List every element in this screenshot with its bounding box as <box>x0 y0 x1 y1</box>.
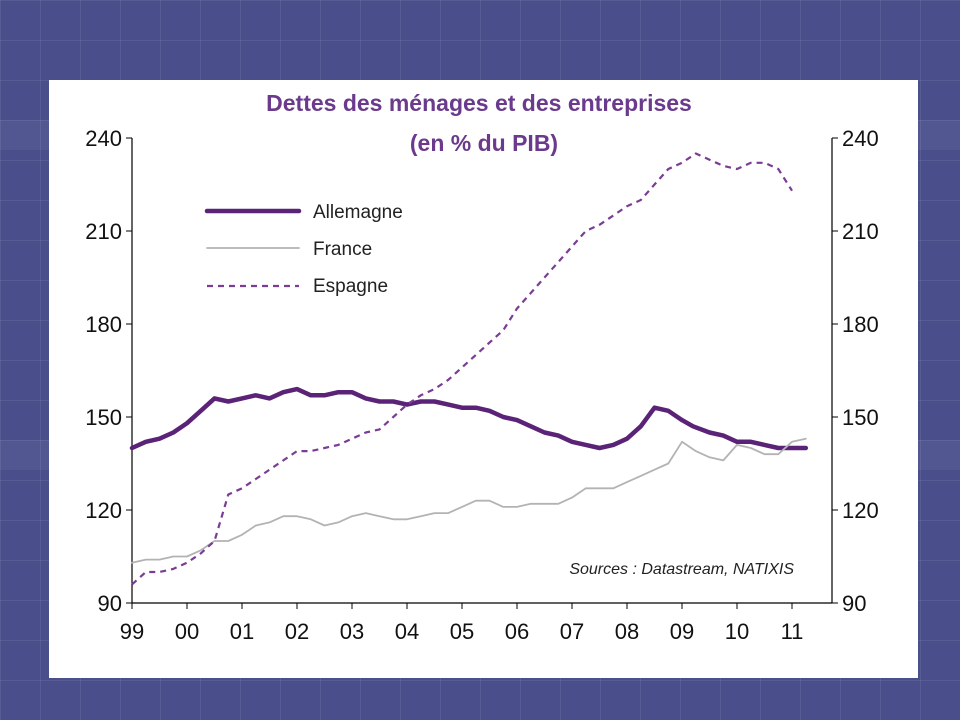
y-tick-label-right: 90 <box>842 591 866 616</box>
y-tick-label-right: 150 <box>842 405 879 430</box>
series-lines <box>129 152 809 586</box>
x-tick-label: 99 <box>120 619 144 644</box>
legend-label-allemagne: Allemagne <box>313 202 403 223</box>
y-tick-label: 90 <box>98 591 122 616</box>
x-tick-label: 06 <box>505 619 529 644</box>
y-tick-label: 120 <box>85 498 122 523</box>
legend-label-france: France <box>313 239 372 260</box>
x-tick-label: 03 <box>340 619 364 644</box>
x-tick-label: 01 <box>230 619 254 644</box>
y-tick-label: 210 <box>85 219 122 244</box>
y-tick-label: 240 <box>85 126 122 151</box>
x-tick-label: 09 <box>670 619 694 644</box>
chart-title: Dettes des ménages et des entreprises <box>266 90 692 116</box>
y-tick-label-right: 180 <box>842 312 879 337</box>
chart-subtitle: (en % du PIB) <box>410 130 558 156</box>
x-tick-label: 07 <box>560 619 584 644</box>
right-y-ticks: 90 120 150 180 210 240 <box>832 126 879 616</box>
legend-label-espagne: Espagne <box>313 276 388 297</box>
series-line-france <box>131 437 807 564</box>
y-tick-label: 150 <box>85 405 122 430</box>
x-tick-label: 02 <box>285 619 309 644</box>
y-tick-label: 180 <box>85 312 122 337</box>
y-tick-label-right: 120 <box>842 498 879 523</box>
left-y-ticks: 90 120 150 180 210 240 <box>85 126 132 616</box>
x-tick-label: 11 <box>781 619 804 644</box>
chart-panel: Dettes des ménages et des entreprises (e… <box>49 80 918 678</box>
x-ticks: 99 00 01 02 03 04 05 06 07 08 09 10 11 <box>120 603 804 644</box>
series-line-allemagne <box>129 386 809 451</box>
line-chart: Dettes des ménages et des entreprises (e… <box>85 90 879 644</box>
source-note: Sources : Datastream, NATIXIS <box>569 561 794 578</box>
y-tick-label-right: 210 <box>842 219 879 244</box>
x-tick-label: 04 <box>395 619 419 644</box>
y-tick-label-right: 240 <box>842 126 879 151</box>
x-tick-label: 00 <box>175 619 199 644</box>
x-tick-label: 08 <box>615 619 639 644</box>
series-line-espagne <box>131 152 793 586</box>
x-tick-label: 10 <box>725 619 749 644</box>
x-tick-label: 05 <box>450 619 474 644</box>
legend: Allemagne France Espagne <box>204 202 403 297</box>
